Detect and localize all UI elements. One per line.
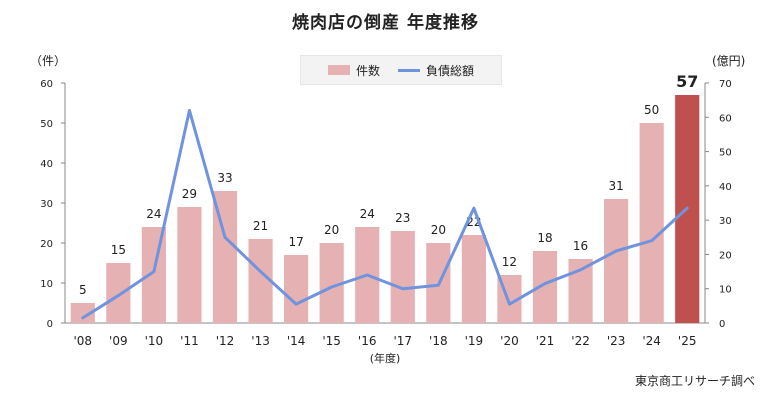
bar-value-label: 16	[573, 239, 588, 253]
left-tick-label: 40	[40, 159, 53, 170]
bar-value-label: 57	[676, 72, 698, 91]
bar-value-label: 33	[217, 171, 232, 185]
x-tick-label: '20	[500, 334, 519, 348]
right-tick-label: 20	[719, 250, 732, 261]
bar-value-label: 29	[182, 187, 197, 201]
x-tick-label: '22	[571, 334, 590, 348]
x-tick-label: '08	[73, 334, 92, 348]
left-tick-label: 10	[40, 279, 53, 290]
left-tick-label: 20	[40, 239, 53, 250]
right-tick-label: 10	[719, 285, 732, 296]
bar-value-label: 31	[608, 179, 623, 193]
x-tick-label: '15	[322, 334, 341, 348]
left-axis-unit: （件）	[30, 54, 67, 68]
bar-value-label: 20	[431, 223, 446, 237]
debt-line	[81, 108, 689, 320]
bar-value-label: 50	[644, 103, 659, 117]
left-tick-label: 50	[40, 119, 53, 130]
x-tick-label: '12	[216, 334, 235, 348]
x-tick-label: '11	[180, 334, 199, 348]
legend-item-line: 負債総額	[398, 62, 474, 79]
legend-item-bars: 件数	[327, 62, 380, 79]
bar	[106, 263, 131, 323]
bar	[639, 123, 664, 323]
bar-value-label: 12	[502, 255, 517, 269]
right-tick-label: 30	[719, 216, 732, 227]
chart-title: 焼肉店の倒産 年度推移	[292, 13, 479, 33]
x-tick-label: '16	[358, 334, 377, 348]
x-tick-label: '18	[429, 334, 448, 348]
bar-value-label: 24	[360, 207, 375, 221]
x-tick-label: '23	[607, 334, 626, 348]
x-tick-label: '09	[109, 334, 128, 348]
bar	[461, 235, 486, 323]
bar-value-label: 17	[288, 235, 303, 249]
bar-value-label: 15	[111, 243, 126, 257]
x-axis-title: (年度)	[370, 351, 401, 365]
right-axis-unit: (億円)	[712, 54, 746, 68]
x-tick-label: '10	[145, 334, 164, 348]
legend-bars-label: 件数	[355, 63, 380, 78]
bar-value-label: 24	[146, 207, 161, 221]
legend-bar-swatch	[327, 65, 350, 75]
x-tick-label: '13	[251, 334, 270, 348]
right-tick-label: 70	[719, 79, 732, 90]
bar	[70, 303, 95, 323]
x-tick-label: '19	[465, 334, 484, 348]
x-tick-label: '14	[287, 334, 306, 348]
legend: 件数 負債総額	[300, 55, 502, 85]
bar-value-label: 20	[324, 223, 339, 237]
source-note: 東京商工リサーチ調べ	[634, 374, 755, 388]
x-tick-label: '24	[642, 334, 661, 348]
bar	[390, 231, 415, 323]
bar-value-label: 21	[253, 219, 268, 233]
bar-value-label: 18	[537, 231, 552, 245]
x-tick-label: '17	[393, 334, 412, 348]
right-tick-label: 0	[719, 319, 725, 330]
right-tick-label: 40	[719, 182, 732, 193]
right-tick-label: 50	[719, 148, 732, 159]
right-tick-label: 60	[719, 113, 732, 124]
left-tick-label: 60	[40, 79, 53, 90]
x-tick-label: '21	[536, 334, 555, 348]
bar	[141, 227, 166, 323]
x-tick-label: '25	[678, 334, 697, 348]
left-tick-label: 30	[40, 199, 53, 210]
legend-line-swatch	[398, 68, 420, 72]
bar-value-label: 5	[79, 283, 87, 297]
left-tick-label: 0	[47, 319, 53, 330]
bar	[248, 239, 273, 323]
bar	[177, 207, 202, 323]
bar-value-label: 23	[395, 211, 410, 225]
legend-line-label: 負債総額	[426, 63, 475, 78]
bar	[284, 255, 309, 323]
bar	[604, 199, 629, 323]
